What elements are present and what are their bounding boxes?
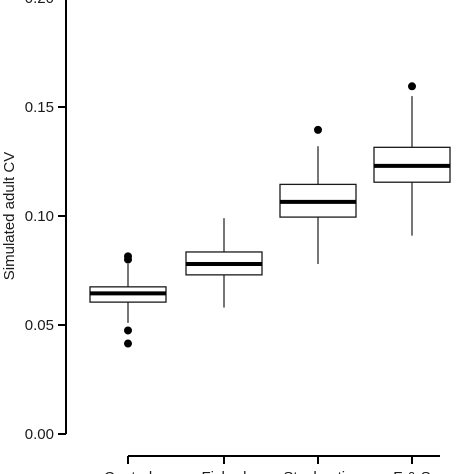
y-tick-label: 0.10 xyxy=(25,208,54,225)
y-tick-label: 0.00 xyxy=(25,426,54,443)
box-group xyxy=(279,125,357,264)
outlier-point xyxy=(314,125,322,134)
y-tick-label: 0.05 xyxy=(25,317,54,334)
x-axis-ticks: Control Fished Stochastic F & S xyxy=(104,456,431,474)
y-axis-ticks: 0.00 0.05 0.10 0.15 0.20 xyxy=(25,0,66,443)
y-tick-label: 0.15 xyxy=(25,99,54,116)
y-axis-title: Simulated adult CV xyxy=(1,152,18,280)
x-tick-label: Fished xyxy=(201,469,246,474)
outlier-point xyxy=(408,82,416,91)
box-group xyxy=(185,218,263,308)
x-tick-label: Stochastic xyxy=(283,469,353,474)
outlier-point xyxy=(124,326,132,335)
box-group xyxy=(89,252,167,348)
x-tick-label: Control xyxy=(104,469,152,474)
plot-area xyxy=(89,82,451,348)
outlier-point xyxy=(124,339,132,348)
outlier-point xyxy=(124,255,132,264)
x-tick-label: F & S xyxy=(393,469,431,474)
box-group xyxy=(373,82,451,236)
y-tick-label: 0.20 xyxy=(25,0,54,7)
